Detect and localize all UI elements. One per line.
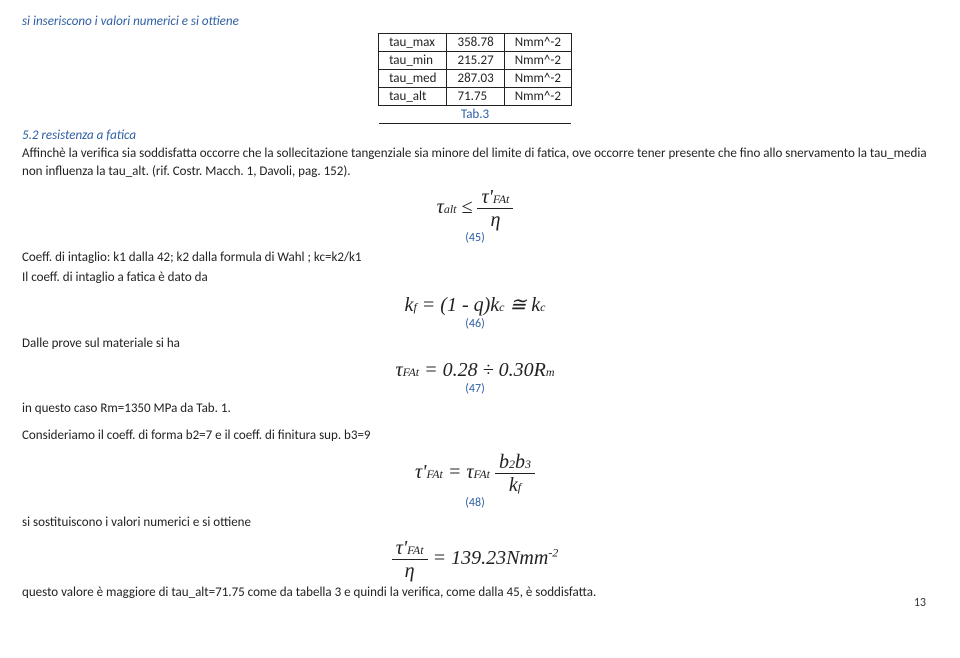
table-row: Tab.3 [379, 106, 572, 124]
equation-45: τalt ≤ τ'FAt η [22, 186, 928, 231]
paragraph: Affinchè la verifica sia soddisfatta occ… [22, 145, 928, 180]
tau-table-wrap: tau_max 358.78 Nmm^-2 tau_min 215.27 Nmm… [22, 33, 928, 124]
section-heading: 5.2 resistenza a fatica [22, 128, 928, 143]
dalle-prove-line: Dalle prove sul materiale si ha [22, 335, 928, 353]
equation-48: τ'FAt = τFAt b2b3 kf [22, 451, 928, 496]
result-unit: Nmm [506, 547, 548, 569]
table-caption: Tab.3 [379, 106, 572, 124]
equation-number: (48) [22, 496, 928, 510]
table-cell: tau_min [379, 52, 447, 70]
table-cell: 358.78 [447, 34, 504, 52]
final-line: questo valore è maggiore di tau_alt=71.7… [22, 584, 928, 602]
table-row: tau_med 287.03 Nmm^-2 [379, 70, 572, 88]
tau-fat-range: 0.28 ÷ 0.30 [443, 359, 534, 381]
table-row: tau_max 358.78 Nmm^-2 [379, 34, 572, 52]
table-row: tau_min 215.27 Nmm^-2 [379, 52, 572, 70]
equation-47: τFAt = 0.28 ÷ 0.30Rm [22, 359, 928, 382]
result-exp: -2 [548, 546, 558, 560]
ilcoeff-line: Il coeff. di intaglio a fatica è dato da [22, 269, 928, 287]
table-cell: Nmm^-2 [504, 52, 571, 70]
table-cell: 287.03 [447, 70, 504, 88]
table-cell: tau_alt [379, 88, 447, 106]
sostituiscono-line: si sostituiscono i valori numerici e si … [22, 514, 928, 532]
table-cell: Nmm^-2 [504, 34, 571, 52]
table-cell: 71.75 [447, 88, 504, 106]
table-cell: Nmm^-2 [504, 88, 571, 106]
equation-number: (46) [22, 317, 928, 331]
result-value: 139.23 [451, 547, 506, 569]
equation-number: (45) [22, 231, 928, 245]
intro-note: si inseriscono i valori numerici e si ot… [22, 14, 928, 29]
table-cell: tau_med [379, 70, 447, 88]
coeff-line: Coeff. di intaglio: k1 dalla 42; k2 dall… [22, 249, 928, 267]
tau-table: tau_max 358.78 Nmm^-2 tau_min 215.27 Nmm… [378, 33, 572, 124]
table-cell: 215.27 [447, 52, 504, 70]
equation-number: (47) [22, 382, 928, 396]
table-cell: tau_max [379, 34, 447, 52]
consideriamo-line: Consideriamo il coeff. di forma b2=7 e i… [22, 427, 928, 445]
page-number: 13 [914, 596, 926, 610]
equation-46: kf = (1 - q)kc ≅ kc [22, 292, 928, 317]
rm-line: in questo caso Rm=1350 MPa da Tab. 1. [22, 400, 928, 418]
table-row: tau_alt 71.75 Nmm^-2 [379, 88, 572, 106]
equation-result: τ'FAt η = 139.23Nmm-2 [22, 537, 928, 582]
table-cell: Nmm^-2 [504, 70, 571, 88]
